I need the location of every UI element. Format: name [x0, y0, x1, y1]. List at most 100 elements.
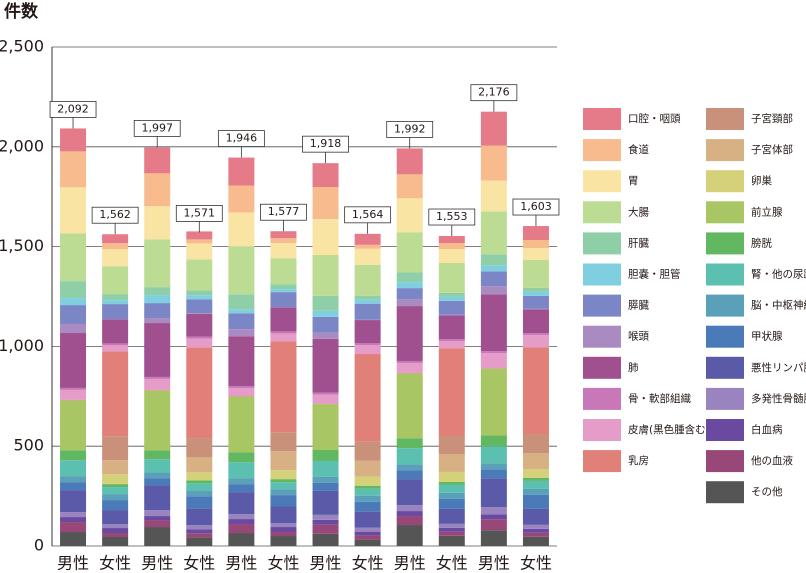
bar-segment — [144, 485, 171, 511]
bar-segment — [522, 295, 549, 309]
bar-segment — [270, 432, 297, 452]
bar-segment — [438, 300, 465, 315]
legend-label: 腎・他の尿路 — [751, 268, 806, 281]
bar-segment — [228, 388, 255, 397]
legend-swatch — [706, 139, 744, 162]
x-tick-label: 女性 — [436, 554, 468, 573]
bar-segment — [480, 469, 507, 479]
x-tick-label: 女性 — [352, 554, 384, 573]
bar-segment — [60, 490, 87, 513]
bar-segment — [354, 264, 381, 296]
bar-segment — [480, 514, 507, 520]
y-axis-label: 件数 — [4, 1, 39, 22]
bar-segment — [60, 281, 87, 299]
bar-segment — [438, 262, 465, 293]
bar-segment — [60, 532, 87, 546]
bar-segment — [312, 394, 339, 404]
bar-segment — [228, 212, 255, 247]
bar-segment — [312, 460, 339, 477]
legend-label: 喉頭 — [628, 331, 649, 343]
bar-segment — [354, 531, 381, 536]
bar-segment — [270, 536, 297, 546]
bar-segment — [438, 508, 465, 524]
bar-segment — [144, 478, 171, 486]
legend-label: 多発性骨髄腫 — [751, 392, 806, 405]
bar-segment — [396, 174, 423, 199]
bar-segment — [102, 351, 129, 437]
legend-swatch — [706, 201, 744, 224]
legend-swatch — [706, 450, 744, 473]
bar-segment — [396, 516, 423, 526]
legend-swatch — [706, 232, 744, 255]
bar-segment — [270, 258, 297, 285]
bar-segment — [228, 185, 255, 213]
bar-segment — [522, 508, 549, 525]
bar-segment — [60, 512, 87, 518]
bar-segment — [312, 163, 339, 188]
bar-segment — [354, 244, 381, 249]
bar-segment — [522, 452, 549, 469]
legend-swatch — [583, 294, 621, 317]
legend-swatch — [583, 325, 621, 348]
bar-segment — [396, 282, 423, 289]
bar-segment — [438, 498, 465, 509]
bar-segment — [354, 295, 381, 300]
legend-label: 子宮体部 — [751, 143, 793, 156]
bar-segment — [480, 351, 507, 354]
bar-segment — [522, 488, 549, 495]
bar-segment — [312, 187, 339, 220]
bar-segment — [396, 438, 423, 449]
bar-segment — [228, 524, 255, 534]
bar-segment — [102, 243, 129, 250]
bar-segment — [480, 463, 507, 470]
bar-segment — [60, 400, 87, 451]
total-label: 1,992 — [394, 122, 426, 135]
bar-segment — [312, 449, 339, 461]
bar-segment — [522, 287, 549, 292]
total-label: 1,564 — [352, 208, 384, 221]
total-box — [470, 84, 518, 102]
legend-label: 口腔・咽頭 — [628, 112, 681, 125]
legend-label: 皮膚(黒色腫含む) — [628, 423, 710, 436]
bar-segment — [270, 331, 297, 334]
bar-segment — [102, 460, 129, 475]
x-tick-label: 女性 — [267, 554, 299, 573]
bar-segment — [228, 309, 255, 314]
bar-segment — [102, 537, 129, 546]
x-tick-label: 男性 — [141, 554, 173, 573]
legend-swatch — [583, 263, 621, 286]
bar-segment — [60, 305, 87, 325]
legend-label: 白血病 — [751, 423, 783, 436]
bar-segment — [438, 292, 465, 297]
bar-segment — [480, 519, 507, 531]
bar-segment — [480, 111, 507, 146]
y-tick-label: 500 — [13, 436, 44, 455]
bar-segment — [522, 494, 549, 509]
bar-segment — [312, 254, 339, 296]
bar-segment — [438, 471, 465, 482]
bar-segment — [354, 535, 381, 540]
bar-segment — [144, 472, 171, 479]
total-label: 1,918 — [310, 137, 342, 150]
bar-segment — [228, 246, 255, 295]
bar-segment — [186, 336, 213, 339]
bar-segment — [60, 298, 87, 306]
bar-segment — [102, 494, 129, 501]
bar-segment — [480, 286, 507, 295]
bar-segment — [522, 434, 549, 453]
legend-label: 他の血液 — [751, 454, 793, 467]
bar-segment — [102, 484, 129, 488]
legend-label: 甲状腺 — [751, 330, 783, 343]
bar-segment — [312, 332, 339, 339]
bar-segment — [186, 290, 213, 296]
legend-swatch — [583, 450, 621, 473]
bar-segment — [102, 533, 129, 538]
bar-segment — [186, 313, 213, 337]
bar-segment — [438, 348, 465, 437]
bar-segment — [270, 470, 297, 480]
bar-segment — [186, 295, 213, 300]
bar-segment — [438, 523, 465, 528]
bar-segment — [270, 532, 297, 537]
bar-segment — [186, 438, 213, 458]
bar-segment — [102, 524, 129, 529]
